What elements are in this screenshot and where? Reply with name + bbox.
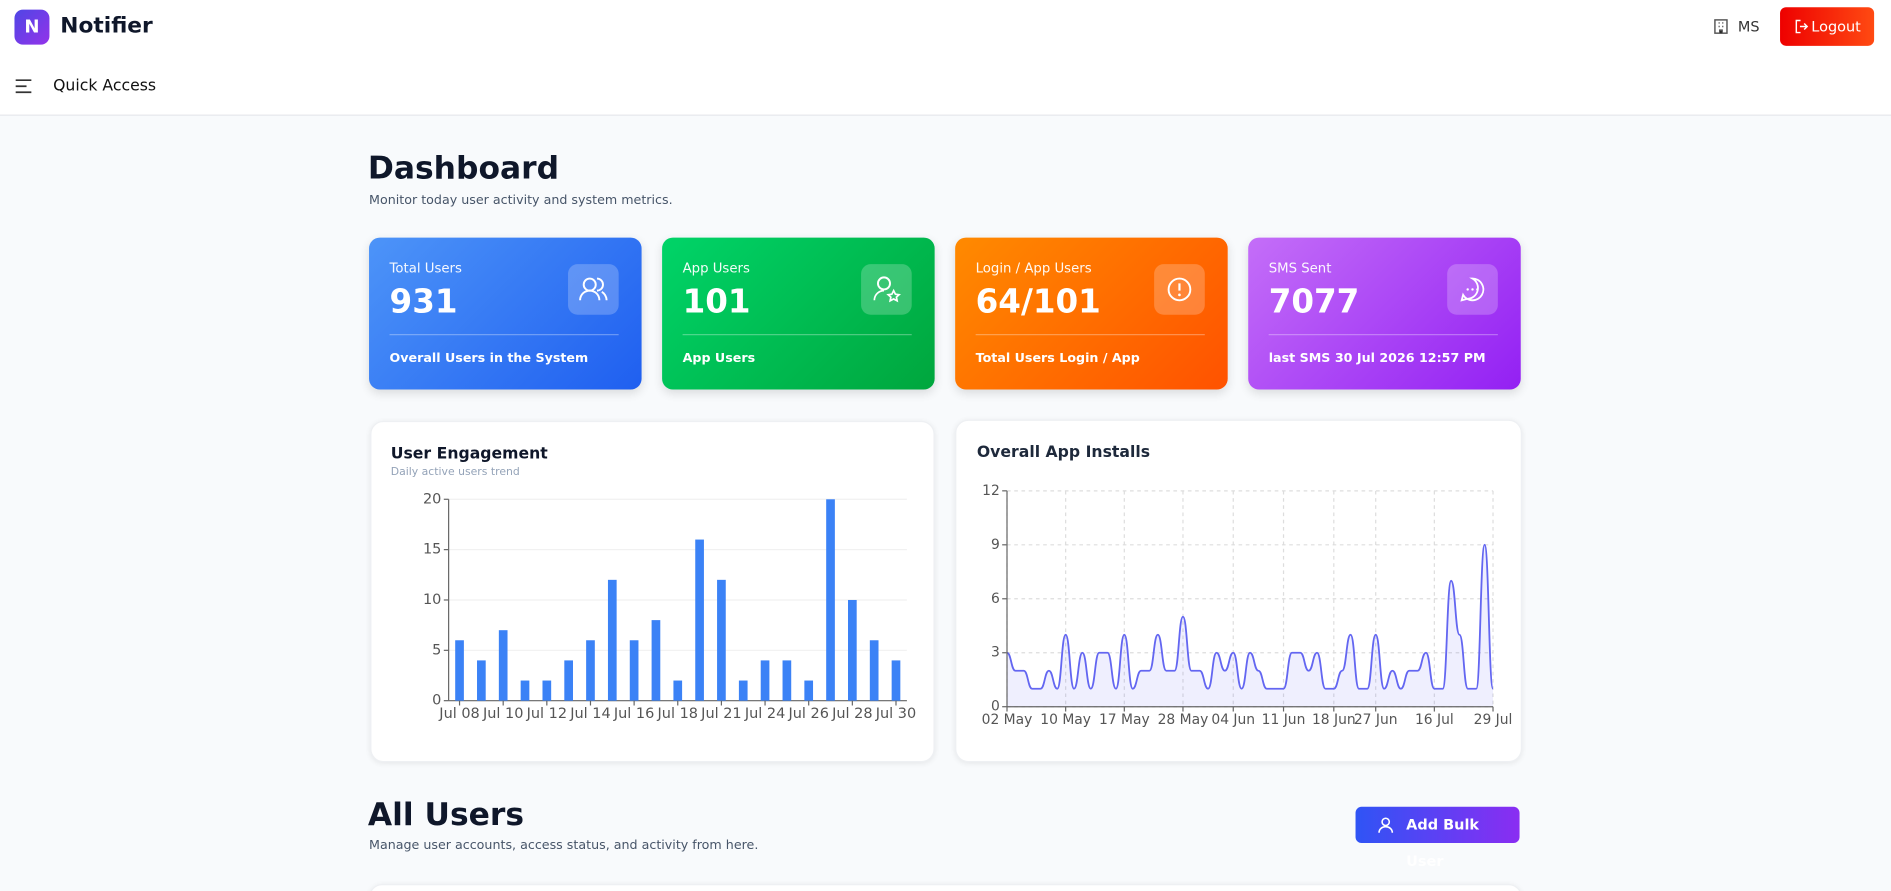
x-tick-label: Jul 18	[657, 706, 698, 722]
card-label: Total Users	[389, 260, 462, 277]
card-label: SMS Sent	[1268, 260, 1332, 277]
area	[1007, 544, 1494, 707]
bar	[455, 640, 464, 701]
card-icon	[1154, 264, 1205, 315]
x-tick-label: Jul 08	[438, 706, 479, 722]
y-tick-label: 10	[423, 592, 441, 608]
x-tick-label: 16 Jul	[1415, 712, 1454, 728]
card-icon	[1447, 264, 1498, 315]
x-tick-label: Jul 30	[875, 706, 916, 722]
card-footer: Overall Users in the System	[389, 350, 589, 366]
stat-card: App Users 101 App Users	[662, 237, 935, 390]
bar	[717, 579, 726, 701]
card-label: App Users	[682, 260, 750, 277]
x-tick-label: Jul 14	[569, 706, 610, 722]
bar	[607, 579, 617, 701]
bar	[782, 660, 792, 701]
x-tick-label: 18 Jun	[1312, 712, 1356, 728]
top-bar: N Notifier MS Logout Quick Access	[0, 0, 1891, 116]
card-value: 64/101	[975, 283, 1101, 321]
card-value: 101	[682, 283, 751, 321]
card-icon	[568, 264, 619, 315]
stat-card: SMS Sent 7077 last SMS 30 Jul 2026 12:57…	[1248, 237, 1521, 390]
org-icon	[1714, 19, 1728, 34]
logo[interactable]: N	[14, 9, 50, 45]
x-tick-label: Jul 16	[613, 706, 654, 722]
card-footer: last SMS 30 Jul 2026 12:57 PM	[1268, 350, 1486, 366]
user-name[interactable]: MS	[1737, 18, 1760, 35]
card-footer: App Users	[682, 350, 756, 366]
x-tick-label: Jul 26	[787, 706, 828, 722]
card-footer: Total Users Login / App	[975, 350, 1140, 366]
page-title: Dashboard	[367, 150, 560, 187]
x-tick-label: 17 May	[1099, 712, 1150, 728]
y-tick-label: 12	[982, 483, 1000, 499]
x-tick-label: Jul 21	[700, 706, 741, 722]
logout-icon	[1795, 19, 1809, 34]
y-tick-label: 3	[991, 645, 1000, 661]
y-tick-label: 6	[991, 591, 1000, 607]
y-tick-label: 0	[991, 699, 1000, 715]
x-tick-label: Jul 10	[482, 706, 523, 722]
x-tick-label: 02 May	[982, 712, 1033, 728]
x-tick-label: 10 May	[1040, 712, 1091, 728]
card-value: 7077	[1268, 283, 1360, 321]
bar	[695, 539, 704, 701]
bar	[564, 660, 573, 701]
y-tick-label: 9	[991, 537, 1000, 553]
card-icon	[861, 264, 912, 315]
bar	[869, 640, 879, 701]
bar	[498, 630, 508, 701]
bar	[673, 680, 683, 701]
brand[interactable]: Notifier	[60, 13, 153, 39]
bar	[586, 640, 595, 701]
users-table-panel	[369, 883, 1522, 891]
user-icon	[1378, 817, 1394, 833]
x-tick-label: Jul 12	[526, 706, 567, 722]
chart-title: Overall App Installs	[976, 443, 1151, 462]
bar	[520, 680, 530, 701]
stat-card: Total Users 931 Overall Users in the Sys…	[369, 237, 642, 390]
line	[1006, 543, 1494, 690]
chart-title: User Engagement	[390, 445, 548, 464]
card-label: Login / App Users	[975, 260, 1092, 277]
bar	[477, 660, 486, 701]
chart-panel	[955, 419, 1522, 763]
x-tick-label: Jul 28	[831, 706, 872, 722]
section-title: All Users	[367, 797, 525, 834]
bar	[629, 640, 639, 701]
x-tick-label: 11 Jun	[1262, 712, 1306, 728]
bar	[848, 599, 857, 701]
bar	[804, 680, 814, 701]
bar	[738, 680, 748, 701]
bar	[760, 660, 770, 701]
quick-access[interactable]: Quick Access	[53, 77, 157, 96]
x-tick-label: 29 Jul	[1474, 712, 1513, 728]
y-tick-label: 0	[432, 693, 441, 709]
y-tick-label: 5	[432, 642, 441, 658]
section-subtitle: Manage user accounts, access status, and…	[369, 838, 759, 853]
bar	[891, 660, 901, 701]
chart-subtitle: Daily active users trend	[390, 466, 520, 479]
x-tick-label: 04 Jun	[1211, 712, 1255, 728]
stat-card: Login / App Users 64/101 Total Users Log…	[955, 237, 1228, 390]
x-tick-label: Jul 24	[744, 706, 785, 722]
x-tick-label: 28 May	[1158, 712, 1209, 728]
bar	[826, 499, 835, 701]
bar	[542, 680, 552, 701]
x-tick-label: 27 Jun	[1354, 712, 1398, 728]
y-tick-label: 20	[423, 491, 441, 507]
menu-icon[interactable]	[14, 78, 32, 94]
y-tick-label: 15	[423, 542, 441, 558]
card-value: 931	[389, 283, 458, 321]
add-bulk-user-button[interactable]: Add Bulk User	[1355, 806, 1520, 870]
chart-panel	[370, 420, 935, 763]
page-subtitle: Monitor today user activity and system m…	[369, 192, 673, 208]
bar	[651, 620, 661, 701]
